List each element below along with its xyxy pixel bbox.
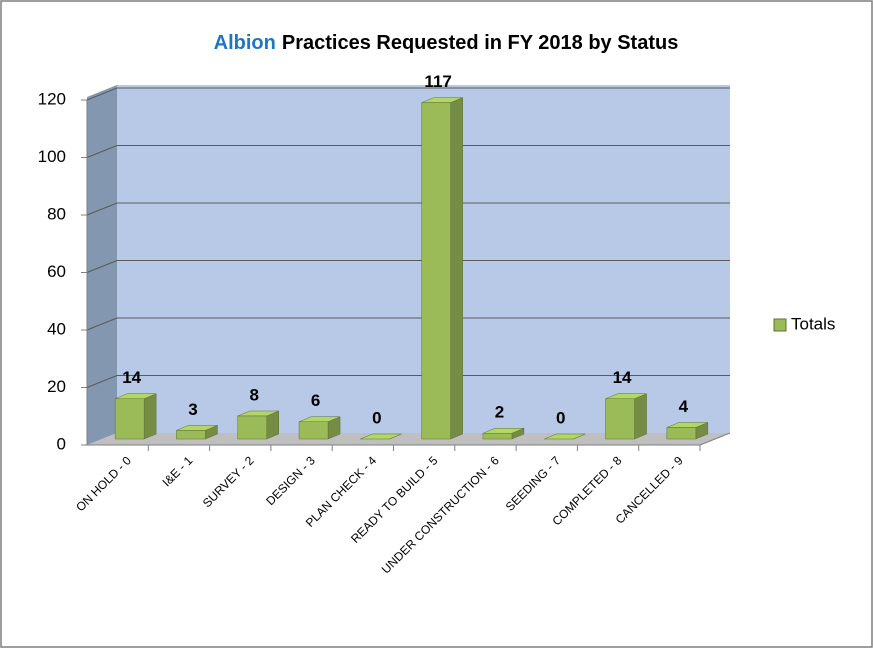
bar-front [605, 398, 635, 440]
data-label: 14 [613, 368, 632, 387]
y-tick-label: 0 [57, 434, 66, 453]
y-tick-label: 60 [47, 262, 66, 281]
bar [360, 433, 402, 440]
bar-front [482, 433, 513, 440]
y-tick-label: 80 [47, 204, 66, 223]
data-label: 6 [311, 391, 320, 410]
bar [482, 427, 525, 440]
side-wall [87, 85, 117, 445]
bar [421, 97, 463, 440]
bar-front [298, 421, 329, 440]
data-label: 117 [424, 72, 451, 91]
data-label: 8 [250, 385, 259, 404]
grid-line [86, 87, 118, 101]
x-axis-depth [699, 432, 731, 446]
legend-label: Totals [791, 314, 835, 333]
bar-front [114, 398, 145, 440]
grid-line [86, 260, 118, 273]
y-tick-label: 100 [38, 147, 66, 166]
y-tick-label: 20 [47, 377, 66, 396]
y-tick-label: 120 [38, 89, 66, 108]
grid-line [86, 202, 118, 216]
data-label: 3 [188, 400, 197, 419]
bar [114, 393, 157, 440]
data-label: 14 [122, 368, 141, 387]
bar [605, 393, 647, 440]
grid-line [86, 145, 118, 158]
bar [176, 425, 218, 440]
y-tick-label: 40 [47, 319, 66, 338]
bar [666, 422, 709, 440]
grid-line [86, 375, 118, 388]
title-part: Practices Requested in FY 2018 by Status [282, 32, 678, 54]
data-label: 2 [495, 403, 504, 422]
chart-title: Albion Practices Requested in FY 2018 by … [214, 32, 679, 54]
bar-front [666, 427, 697, 440]
bar-front [421, 102, 451, 440]
bar-side [634, 393, 647, 440]
title-part: Albion [214, 32, 276, 54]
data-label: 0 [556, 408, 565, 427]
bar-front [237, 415, 267, 440]
bar [298, 416, 341, 440]
bar [544, 433, 586, 440]
bar-front [176, 430, 206, 440]
grid-line [86, 317, 118, 331]
legend-swatch [773, 318, 787, 332]
bar-top [360, 433, 402, 440]
bar-side [450, 97, 463, 440]
bar [237, 410, 279, 440]
data-label: 4 [679, 397, 689, 416]
data-label: 0 [372, 408, 381, 427]
bar-side [143, 393, 157, 440]
bar-top [544, 433, 586, 440]
